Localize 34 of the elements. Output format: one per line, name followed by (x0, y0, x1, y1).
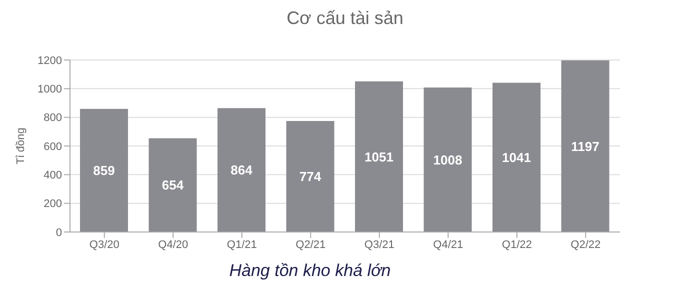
x-tick-label: Q2/22 (570, 238, 601, 251)
x-tick-label: Q4/21 (433, 238, 464, 251)
x-tick-label: Q1/22 (502, 238, 532, 251)
data-label: 1051 (364, 149, 394, 164)
data-label: 859 (93, 163, 115, 178)
data-label: 864 (230, 162, 254, 178)
data-label: 1008 (433, 152, 462, 168)
y-tick-label: 600 (44, 140, 62, 153)
text: Hàng tồn kho khá lớn (228, 261, 392, 281)
y-axis-title: Tỉ đồng (14, 128, 27, 164)
bar (218, 108, 266, 232)
data-label: 1197 (571, 138, 600, 154)
bar (286, 121, 334, 232)
x-tick-label: Q3/21 (364, 238, 394, 251)
data-label: 1041 (502, 150, 531, 166)
y-tick-label: 1200 (38, 54, 62, 67)
y-tick-label: 0 (56, 226, 62, 239)
y-tick-label: 400 (44, 170, 62, 182)
bar (148, 138, 197, 232)
x-tick-label: Q3/20 (89, 238, 120, 251)
bar (355, 81, 403, 232)
bar (80, 108, 128, 232)
y-tick-label: 200 (44, 198, 62, 210)
x-tick-label: Q4/20 (158, 238, 188, 251)
chart-title: Cơ cấu tài sản (286, 8, 404, 29)
bar (561, 60, 610, 232)
bar (492, 82, 540, 232)
data-label: 774 (299, 169, 322, 184)
x-tick-label: Q1/21 (226, 238, 257, 251)
y-tick-label: 1000 (38, 84, 62, 96)
data-label: 654 (162, 178, 184, 193)
bar (424, 88, 472, 232)
y-tick-label: 800 (44, 112, 62, 124)
x-tick-label: Q2/21 (296, 238, 326, 251)
